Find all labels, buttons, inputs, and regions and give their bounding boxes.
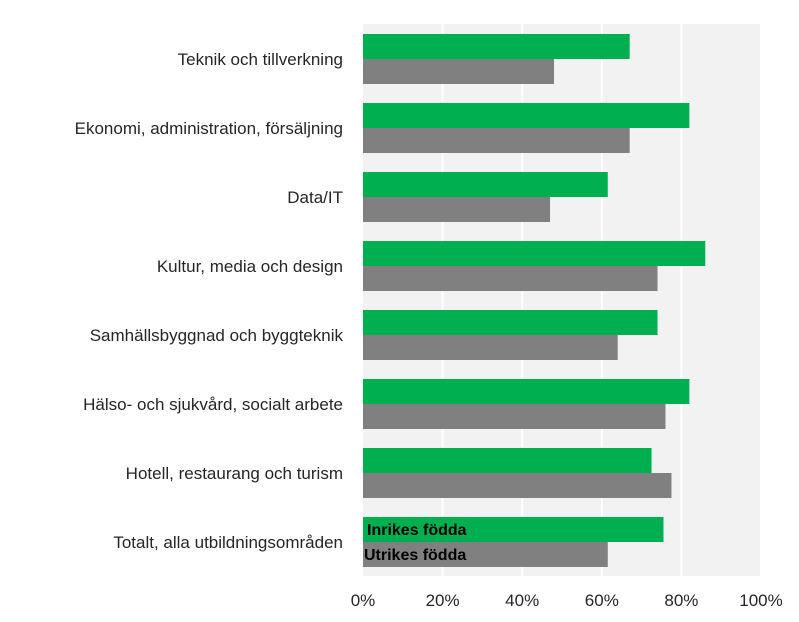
bar-inrikes (363, 517, 664, 542)
category-label: Hälso- och sjukvård, socialt arbete (83, 395, 343, 414)
x-tick-label: 0% (351, 591, 376, 610)
bar-inrikes (363, 34, 630, 59)
bar-utrikes (363, 404, 666, 429)
category-label: Kultur, media och design (157, 257, 343, 276)
bar-utrikes (363, 197, 551, 222)
series-label: Inrikes födda (367, 522, 467, 539)
x-tick-label: 20% (426, 591, 460, 610)
category-label: Samhällsbyggnad och byggteknik (90, 326, 344, 345)
bar-inrikes (363, 310, 658, 335)
bar-utrikes (363, 128, 630, 153)
bar-utrikes (363, 59, 555, 84)
category-label: Hotell, restaurang och turism (126, 464, 343, 483)
bars (363, 34, 706, 567)
bar-inrikes (363, 379, 690, 404)
x-tick-label: 100% (739, 591, 782, 610)
category-label: Ekonomi, administration, försäljning (75, 119, 343, 138)
bar-inrikes (363, 241, 706, 266)
bar-utrikes (363, 266, 658, 291)
series-labels: Inrikes födda Utrikes födda (364, 522, 467, 564)
category-label: Teknik och tillverkning (178, 50, 343, 69)
x-tick-label: 40% (505, 591, 539, 610)
series-label: Utrikes födda (364, 547, 466, 564)
bar-utrikes (363, 335, 618, 360)
category-label: Data/IT (287, 188, 343, 207)
bar-inrikes (363, 172, 608, 197)
x-tick-label: 80% (664, 591, 698, 610)
category-label: Totalt, alla utbildningsområden (113, 533, 343, 552)
category-labels: Teknik och tillverkning Ekonomi, administ… (75, 50, 344, 552)
x-tick-label: 60% (585, 591, 619, 610)
bar-utrikes (363, 542, 608, 567)
bar-inrikes (363, 448, 652, 473)
bar-inrikes (363, 103, 690, 128)
bar-utrikes (363, 473, 672, 498)
x-axis-tick-labels: 0% 20% 40% 60% 80% 100% (351, 591, 783, 610)
